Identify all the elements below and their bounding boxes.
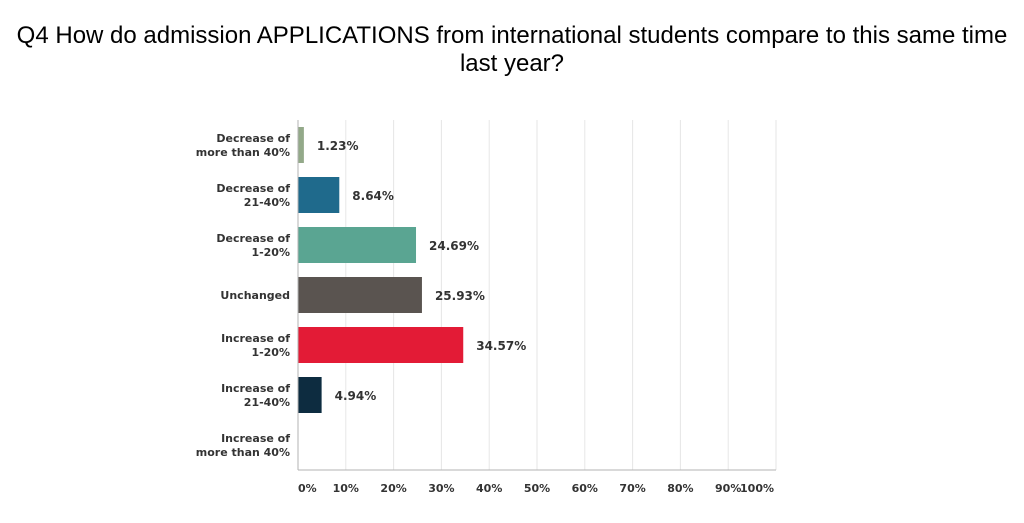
x-tick-label: 90% [715, 482, 741, 495]
data-label: 24.69% [429, 239, 479, 253]
category-label: Decrease of 1-20% [216, 232, 290, 259]
x-tick-label: 40% [476, 482, 502, 495]
grid-lines [345, 120, 777, 470]
bars [298, 127, 464, 413]
bar [298, 377, 322, 413]
bar [298, 177, 340, 213]
labels: Decrease of more than 40% 1.23% Decrease of… [196, 132, 526, 459]
x-tick-label: 20% [380, 482, 406, 495]
bar [298, 127, 304, 163]
data-label: 8.64% [352, 189, 394, 203]
x-tick-label: 60% [572, 482, 598, 495]
data-label: 1.23% [317, 139, 359, 153]
chart-title: Q4 How do admission APPLICATIONS from in… [16, 22, 1008, 77]
x-tick-label: 0% [298, 482, 317, 495]
category-label: Increase of 1-20% [221, 332, 290, 359]
bar [298, 227, 417, 263]
category-label: Increase of 21-40% [221, 382, 290, 409]
x-tick-label: 70% [619, 482, 645, 495]
data-label: 25.93% [435, 289, 485, 303]
bar [298, 327, 464, 363]
x-tick-label: 80% [667, 482, 693, 495]
x-tick-label: 100% [740, 482, 774, 495]
category-label: Decrease of 21-40% [216, 182, 290, 209]
data-label: 4.94% [335, 389, 377, 403]
category-label: Unchanged [220, 289, 290, 302]
x-tick-label: 30% [428, 482, 454, 495]
data-label: 34.57% [476, 339, 526, 353]
bar [298, 277, 422, 313]
axes: 0% 10% 20% 30% 40% 50% 60% 70% 80% 90%100% [297, 120, 776, 495]
x-tick-label: 50% [524, 482, 550, 495]
x-tick-label: 10% [333, 482, 359, 495]
category-label: Increase of more than 40% [196, 432, 290, 459]
category-label: Decrease of more than 40% [196, 132, 290, 159]
